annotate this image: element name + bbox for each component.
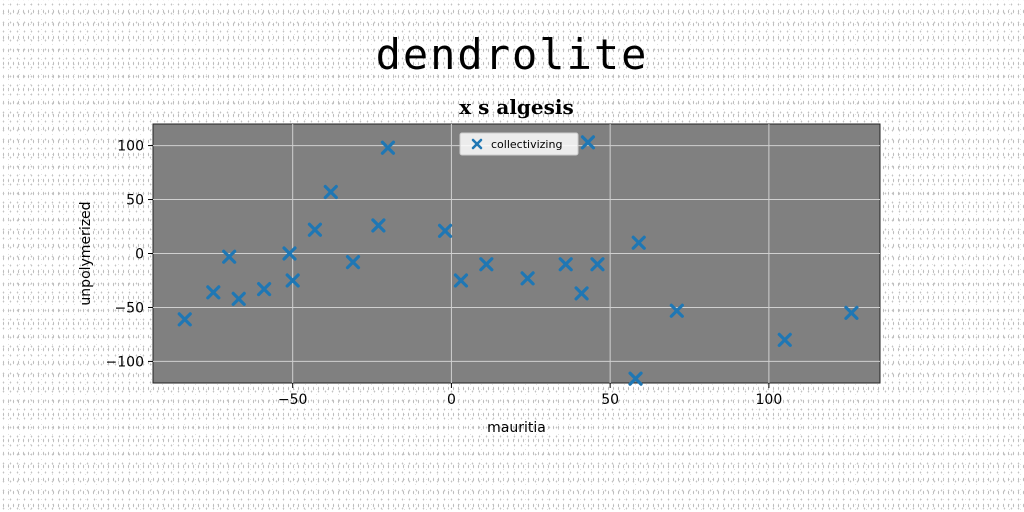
- data-point: [574, 286, 589, 301]
- data-point: [580, 135, 596, 150]
- data-point: [307, 222, 323, 237]
- data-point: [777, 332, 792, 347]
- data-point: [844, 305, 859, 320]
- y-tick-label: −100: [106, 354, 144, 370]
- data-points: [177, 135, 859, 386]
- y-axis-ticks: −100 −50 0 50 100: [106, 139, 153, 370]
- y-tick-label: 0: [135, 247, 144, 263]
- data-point: [282, 246, 297, 261]
- legend-label: collectivizing: [491, 138, 562, 151]
- x-axis-label: mauritia: [487, 420, 546, 436]
- data-point: [669, 303, 684, 318]
- data-point: [558, 257, 573, 272]
- y-tick-label: −50: [114, 300, 144, 316]
- y-axis-label: unpolymerized: [78, 201, 94, 305]
- x-axis-ticks: −50 0 50 100: [278, 383, 782, 408]
- data-point: [222, 249, 237, 264]
- data-point: [631, 235, 646, 250]
- data-point: [285, 273, 300, 288]
- data-point: [380, 140, 396, 155]
- x-tick-label: 50: [601, 392, 619, 408]
- data-point: [520, 271, 535, 286]
- data-point: [437, 223, 453, 238]
- figure-title: dendrolite: [375, 30, 649, 79]
- x-tick-label: −50: [278, 392, 308, 408]
- data-point: [177, 312, 192, 327]
- legend: collectivizing: [459, 132, 579, 156]
- data-point: [628, 371, 643, 386]
- data-point: [345, 255, 361, 270]
- y-tick-label: 50: [126, 193, 144, 209]
- data-point: [590, 257, 605, 272]
- x-tick-label: 0: [447, 392, 456, 408]
- chart-title: x s algesis: [459, 95, 574, 119]
- data-point: [206, 285, 221, 300]
- grid-lines: [153, 124, 880, 383]
- legend-marker: [471, 138, 483, 150]
- legend-box: [459, 132, 579, 156]
- data-point: [453, 273, 469, 288]
- data-point: [479, 257, 494, 272]
- data-point: [231, 291, 246, 306]
- data-point: [257, 282, 272, 297]
- data-point: [323, 184, 338, 200]
- data-point: [371, 218, 386, 233]
- x-tick-label: 100: [756, 392, 783, 408]
- y-tick-label: 100: [117, 139, 144, 155]
